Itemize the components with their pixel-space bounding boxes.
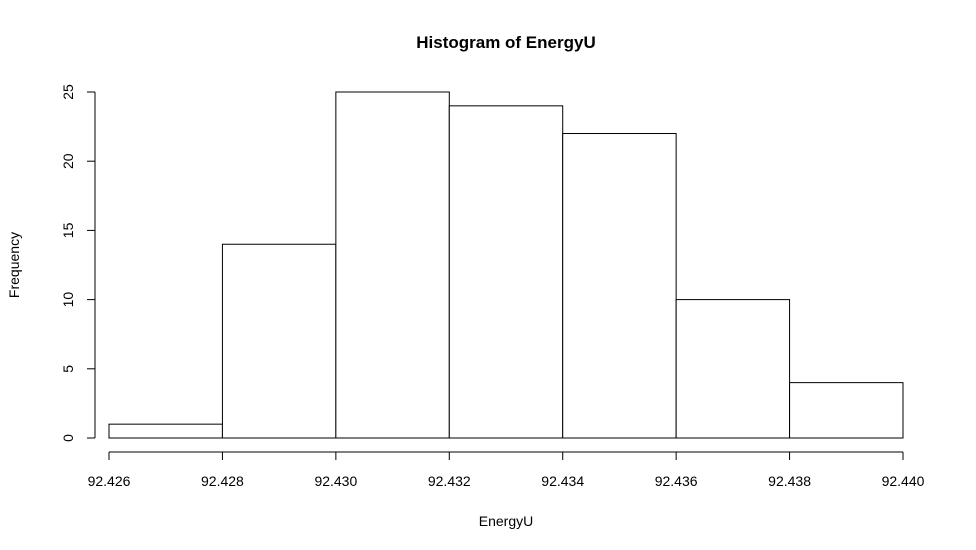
histogram-bar-3 (448, 105, 564, 439)
y-axis: 0 5 10 15 20 25 (60, 84, 96, 442)
x-tick-label-4: 92.434 (541, 473, 584, 489)
x-axis: 92.426 92.428 92.430 92.432 92.434 92.436 92.4… (88, 451, 925, 489)
chart-title: Histogram of EnergyU (416, 33, 595, 52)
y-tick-label-2: 10 (60, 292, 76, 308)
histogram-bar-2 (335, 91, 450, 439)
histogram-bar-0 (108, 423, 223, 439)
histogram-bar-4 (562, 133, 677, 439)
x-tick-label-5: 92.436 (655, 473, 698, 489)
x-tick-label-2: 92.430 (314, 473, 357, 489)
x-tick-label-1: 92.428 (201, 473, 244, 489)
y-axis-label: Frequency (6, 232, 22, 298)
y-tick-label-3: 15 (60, 222, 76, 238)
x-tick-label-7: 92.440 (882, 473, 925, 489)
histogram-bar-1 (221, 243, 337, 439)
y-tick-label-5: 25 (60, 84, 76, 100)
x-tick-label-0: 92.426 (88, 473, 131, 489)
histogram-bar-6 (789, 382, 904, 439)
x-tick-label-6: 92.438 (768, 473, 811, 489)
bars-group (108, 91, 904, 439)
y-tick-label-1: 5 (60, 365, 76, 373)
x-tick-label-3: 92.432 (428, 473, 471, 489)
y-tick-label-0: 0 (60, 434, 76, 442)
x-axis-label: EnergyU (479, 513, 533, 529)
histogram-bar-5 (675, 299, 791, 439)
y-tick-label-4: 20 (60, 153, 76, 169)
